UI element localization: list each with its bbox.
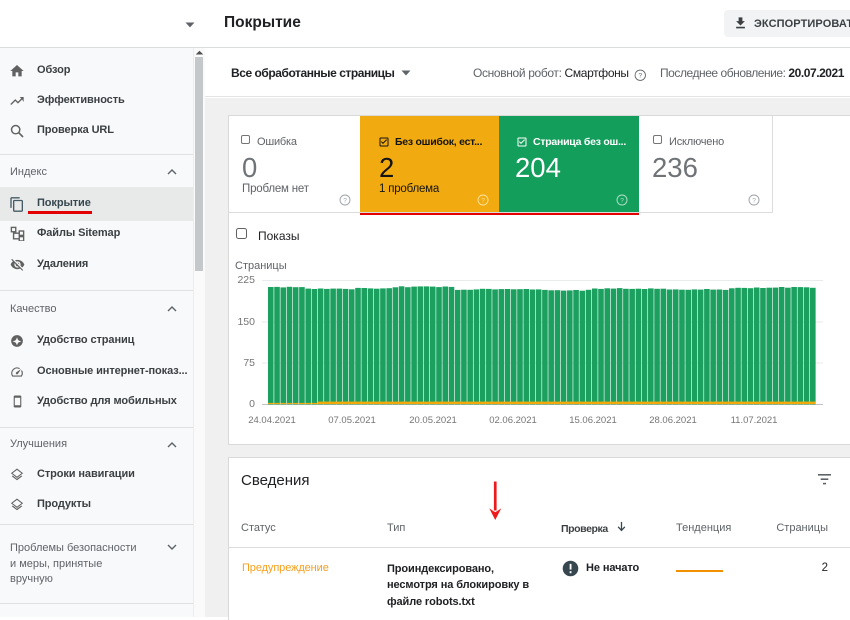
svg-text:?: ? xyxy=(638,72,642,79)
svg-text:?: ? xyxy=(752,197,756,204)
svg-text:?: ? xyxy=(481,197,485,204)
svg-text:?: ? xyxy=(620,197,624,204)
svg-text:?: ? xyxy=(343,197,347,204)
